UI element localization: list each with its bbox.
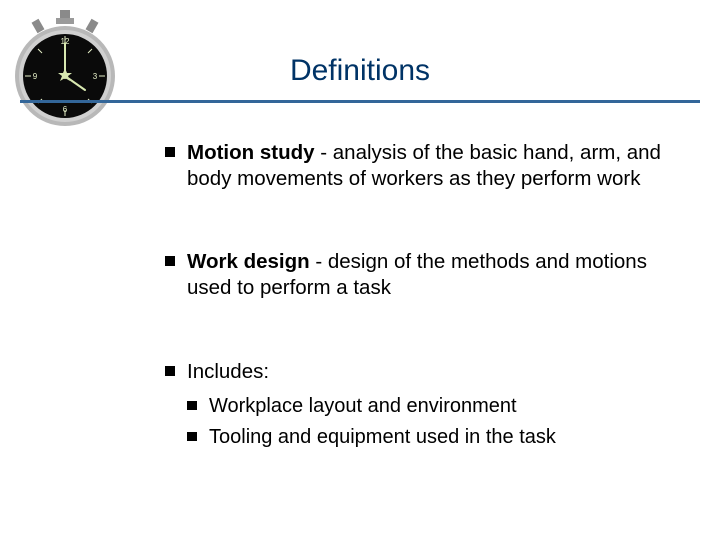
bullet-text: Tooling and equipment used in the task: [209, 425, 556, 450]
bullet-icon: [165, 147, 175, 157]
slide: 12 3 6 9 Definitions Motion study - anal…: [0, 0, 720, 540]
sub-bullet-tooling: Tooling and equipment used in the task: [187, 425, 695, 450]
bullet-text: Includes:: [187, 359, 269, 385]
content-area: Motion study - analysis of the basic han…: [165, 140, 695, 456]
page-title: Definitions: [0, 54, 720, 88]
bullet-icon: [187, 432, 197, 441]
bullet-text: Workplace layout and environment: [209, 394, 517, 419]
svg-text:6: 6: [63, 105, 68, 114]
title-underline: [20, 100, 700, 103]
bullet-icon: [165, 366, 175, 376]
bullet-includes: Includes:: [165, 359, 695, 385]
bullet-icon: [187, 401, 197, 410]
bullet-work-design: Work design - design of the methods and …: [165, 249, 695, 300]
sub-bullet-workplace: Workplace layout and environment: [187, 394, 695, 419]
bullet-icon: [165, 256, 175, 266]
bullet-text: Work design - design of the methods and …: [187, 249, 695, 300]
bullet-motion-study: Motion study - analysis of the basic han…: [165, 140, 695, 191]
bullet-text: Motion study - analysis of the basic han…: [187, 140, 695, 191]
